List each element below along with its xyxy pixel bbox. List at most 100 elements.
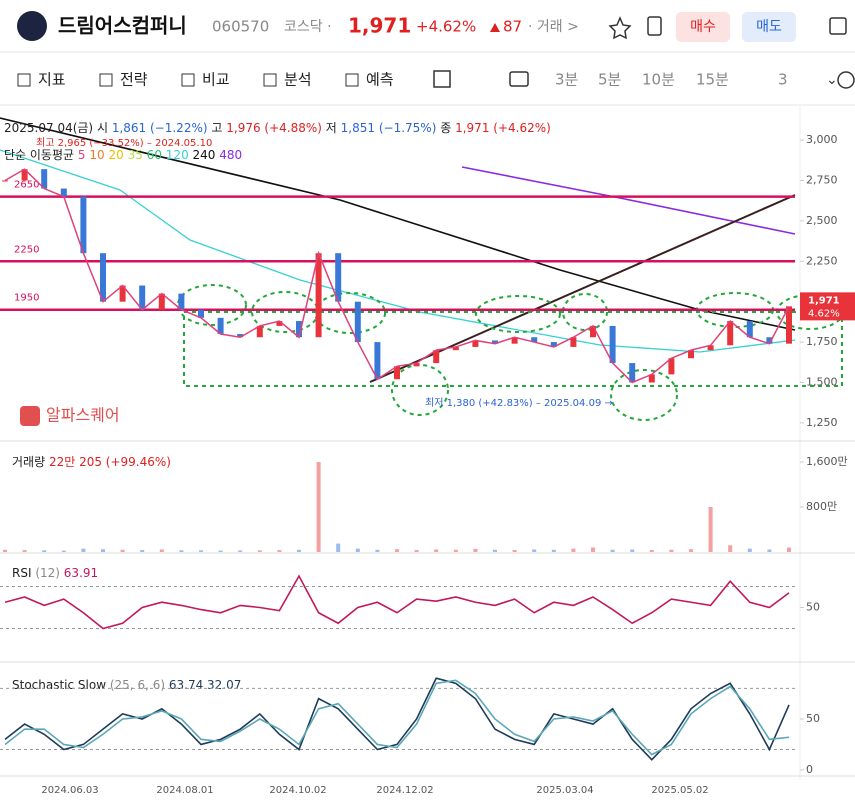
trend-line: [369, 194, 796, 383]
price-tag-value: 1,971: [808, 295, 840, 306]
x-tick-label: 2024.10.02: [269, 785, 326, 796]
tool-button: 지표: [38, 71, 66, 89]
stoch-params: (25, 6, 6): [110, 678, 165, 692]
y-tick-label: 1,250: [806, 416, 838, 429]
tool-icon: [345, 73, 359, 87]
volume-bar: [414, 550, 419, 552]
ma-480: [461, 166, 796, 235]
volume-bar: [551, 549, 556, 552]
ma-period: 120: [166, 148, 189, 162]
volume-title: 거래량: [12, 455, 45, 469]
volume-bar: [257, 550, 262, 552]
candle: [178, 293, 185, 310]
candle: [609, 325, 616, 364]
volume-bar: [767, 549, 772, 552]
stoch-d: 32.07: [207, 678, 241, 692]
candle: [41, 169, 48, 189]
candle: [21, 169, 28, 181]
market: 코스닥 ·: [284, 19, 332, 35]
candle: [727, 321, 734, 346]
candle: [492, 340, 498, 344]
candle: [688, 350, 694, 359]
volume-bar: [493, 549, 497, 552]
y-tick-label: 3,000: [806, 133, 838, 146]
candle: [668, 358, 675, 375]
candle: [786, 306, 792, 344]
stoch-label: Stochastic Slow (25, 6, 6) 63.74 32.07: [12, 678, 241, 692]
tool-button: 비교: [202, 71, 230, 89]
candle: [217, 317, 224, 334]
info-date: 2025.07.04(금): [4, 121, 93, 135]
more-icon[interactable]: ⌄: [826, 72, 838, 88]
volume-bar: [649, 550, 654, 552]
sell-label: 매도: [756, 19, 782, 35]
volume-bar: [532, 549, 537, 552]
buy-label: 매수: [690, 19, 716, 35]
volume-bar: [630, 549, 635, 552]
y-tick-label: 800만: [806, 500, 837, 513]
volume-bar: [669, 549, 674, 552]
volume-bar: [81, 548, 86, 552]
x-tick-label: 2024.12.02: [376, 785, 433, 796]
candle: [550, 342, 557, 347]
info-low_label: 저: [326, 121, 337, 135]
ma-period: 240: [193, 148, 216, 162]
y-tick-label: 50: [806, 712, 820, 725]
price-tag-pct: 4.62%: [808, 308, 840, 319]
panel-icon[interactable]: [829, 17, 847, 35]
close-line: [4, 168, 790, 384]
stock-code: 060570: [212, 18, 269, 36]
level-label: 1950: [14, 293, 39, 304]
buy-button[interactable]: [676, 12, 730, 42]
rsi-value: 63.91: [64, 566, 98, 580]
indicator-line: [4, 679, 790, 756]
memo-icon[interactable]: [647, 16, 662, 36]
level-label: 2250: [14, 244, 39, 255]
y-tick-label: 50: [806, 601, 820, 614]
y-tick-label: 0: [806, 763, 813, 776]
volume-bar: [375, 549, 380, 552]
sell-button[interactable]: [742, 12, 796, 42]
candle: [629, 363, 636, 383]
candle: [80, 196, 87, 254]
stock-name: 드림어스컴퍼니: [58, 14, 187, 38]
info-high_label: 고: [211, 121, 222, 135]
volume-bar: [199, 550, 203, 552]
candle: [590, 325, 596, 338]
candle: [452, 346, 459, 351]
y-tick-label: 1,500: [806, 375, 838, 388]
volume-bar: [179, 550, 184, 552]
volume-bar: [591, 547, 595, 552]
rsi-label: RSI (12) 63.91: [12, 566, 98, 580]
candle: [511, 337, 518, 344]
box-icon[interactable]: [433, 70, 451, 88]
volume-bar: [453, 549, 458, 552]
volume-bar: [238, 550, 243, 552]
price: 1,971: [348, 14, 411, 38]
logo: [17, 11, 47, 41]
volume-bar: [3, 549, 7, 552]
candle: [256, 325, 263, 338]
ma-period: 20: [108, 148, 123, 162]
star-icon[interactable]: [608, 16, 632, 40]
x-tick-label: 2025.05.02: [651, 785, 708, 796]
candle: [335, 253, 342, 302]
settings-icon[interactable]: [837, 71, 855, 89]
volume-bar: [571, 548, 576, 552]
x-tick-label: 2024.08.01: [156, 785, 213, 796]
ma-240: [0, 117, 796, 331]
info-low: 1,851 (−1.75%): [341, 121, 437, 135]
candle: [139, 285, 146, 310]
y-tick-label: 2,500: [806, 214, 838, 227]
camera-icon[interactable]: [509, 71, 529, 87]
candle: [531, 337, 538, 343]
candle: [119, 285, 126, 302]
candle: [60, 188, 67, 197]
period-button: 5분: [598, 71, 622, 89]
tool-button: 전략: [120, 71, 148, 89]
volume-label: 거래량 22만 205 (+99.46%): [12, 455, 171, 469]
ma-period: 60: [147, 148, 162, 162]
volume-bar: [708, 507, 713, 552]
